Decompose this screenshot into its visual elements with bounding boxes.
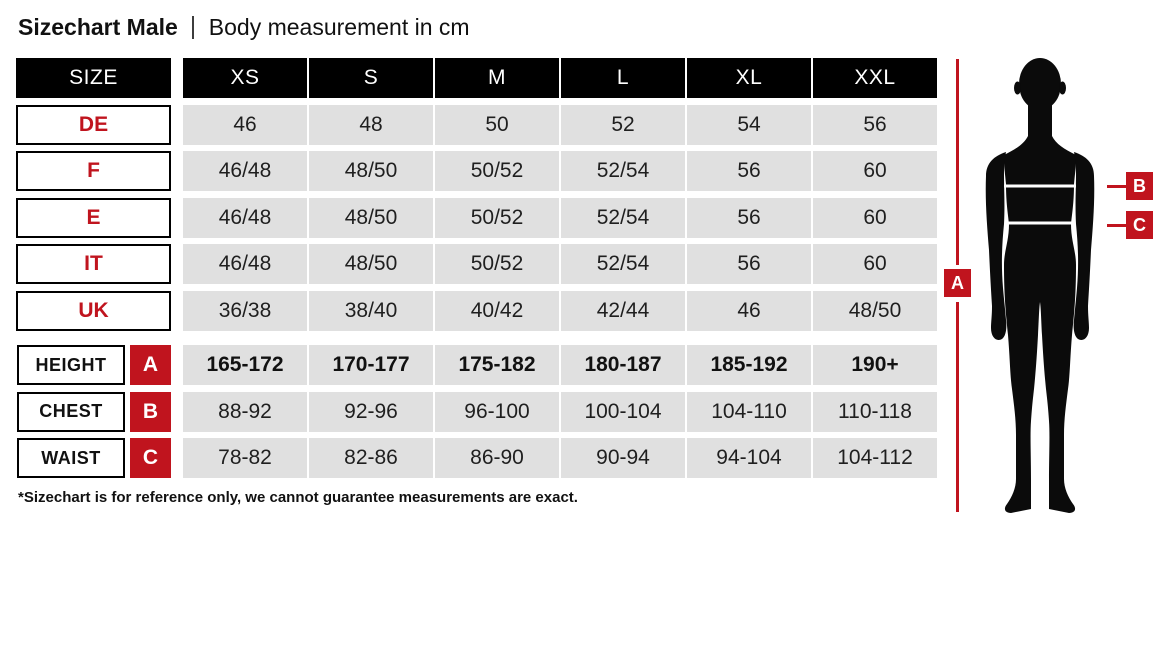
cell-de-xs: 46: [183, 104, 307, 145]
cell-uk-xxl: 48/50: [813, 290, 937, 331]
cell-uk-s: 38/40: [309, 290, 433, 331]
cell-e-l: 52/54: [561, 197, 685, 238]
column-header-l: L: [561, 58, 685, 98]
cell-de-l: 52: [561, 104, 685, 145]
cell-uk-xs: 36/38: [183, 290, 307, 331]
row-label-de: DE: [16, 104, 171, 145]
column-header-xxl: XXL: [813, 58, 937, 98]
cell-waist-l: 90-94: [561, 438, 685, 478]
cell-f-l: 52/54: [561, 151, 685, 191]
cell-uk-xl: 46: [687, 290, 811, 331]
column-header-s: S: [309, 58, 433, 98]
cell-waist-xxl: 104-112: [813, 438, 937, 478]
cell-chest-xs: 88-92: [183, 391, 307, 432]
column-header-xs: XS: [183, 58, 307, 98]
row-label-e: E: [16, 197, 171, 238]
cell-height-xs: 165-172: [183, 345, 307, 385]
cell-f-s: 48/50: [309, 151, 433, 191]
cell-waist-s: 82-86: [309, 438, 433, 478]
cell-chest-s: 92-96: [309, 391, 433, 432]
cell-f-xl: 56: [687, 151, 811, 191]
cell-e-m: 50/52: [435, 197, 559, 238]
row-label-uk: UK: [16, 290, 171, 331]
cell-e-s: 48/50: [309, 197, 433, 238]
cell-chest-xxl: 110-118: [813, 391, 937, 432]
male-silhouette-icon: [985, 58, 1095, 513]
cell-f-m: 50/52: [435, 151, 559, 191]
waist-tick-line: [1107, 224, 1126, 227]
cell-e-xl: 56: [687, 197, 811, 238]
cell-height-xxl: 190+: [813, 345, 937, 385]
cell-chest-m: 96-100: [435, 391, 559, 432]
cell-de-m: 50: [435, 104, 559, 145]
cell-de-xxl: 56: [813, 104, 937, 145]
measurement-label-height: HEIGHT A: [16, 345, 181, 385]
cell-de-s: 48: [309, 104, 433, 145]
cell-height-l: 180-187: [561, 345, 685, 385]
cell-de-xl: 54: [687, 104, 811, 145]
measurement-label-waist: WAIST C: [16, 438, 181, 478]
cell-it-xl: 56: [687, 244, 811, 284]
chest-marker-badge: B: [130, 391, 171, 432]
figure-right-arm: [1073, 152, 1095, 340]
cell-f-xs: 46/48: [183, 151, 307, 191]
cell-it-xxl: 60: [813, 244, 937, 284]
cell-height-s: 170-177: [309, 345, 433, 385]
cell-uk-l: 42/44: [561, 290, 685, 331]
cell-uk-m: 40/42: [435, 290, 559, 331]
measurement-label-chest: CHEST B: [16, 391, 181, 432]
chest-tick-line: [1107, 185, 1126, 188]
height-measure-line-bottom: [956, 302, 959, 512]
title-subtitle: Body measurement in cm: [208, 13, 470, 40]
height-measure-line-top: [956, 59, 959, 265]
cell-waist-m: 86-90: [435, 438, 559, 478]
figure-marker-a: A: [944, 269, 971, 297]
title-separator: [191, 15, 194, 39]
cell-e-xs: 46/48: [183, 197, 307, 238]
cell-it-s: 48/50: [309, 244, 433, 284]
waist-measure-line: [1006, 221, 1074, 225]
cell-chest-l: 100-104: [561, 391, 685, 432]
body-measurement-figure: A B C: [940, 55, 1169, 515]
figure-marker-b: B: [1126, 172, 1153, 200]
footnote-text: *Sizechart is for reference only, we can…: [18, 489, 578, 506]
page-title: Sizechart Male Body measurement in cm: [18, 13, 470, 41]
measurement-table: HEIGHT A 165-172 170-177 175-182 180-187…: [16, 345, 937, 478]
row-label-it: IT: [16, 244, 171, 284]
cell-height-m: 175-182: [435, 345, 559, 385]
column-header-m: M: [435, 58, 559, 98]
chest-label: CHEST: [17, 391, 125, 432]
title-main: Sizechart Male: [18, 13, 178, 40]
cell-chest-xl: 104-110: [687, 391, 811, 432]
cell-it-l: 52/54: [561, 244, 685, 284]
figure-marker-c: C: [1126, 211, 1153, 239]
height-marker-badge: A: [130, 345, 171, 385]
cell-waist-xl: 94-104: [687, 438, 811, 478]
cell-f-xxl: 60: [813, 151, 937, 191]
column-header-xl: XL: [687, 58, 811, 98]
cell-e-xxl: 60: [813, 197, 937, 238]
figure-left-arm: [985, 152, 1007, 340]
cell-it-m: 50/52: [435, 244, 559, 284]
chest-measure-line: [1004, 184, 1076, 188]
height-label: HEIGHT: [17, 345, 125, 385]
row-label-f: F: [16, 151, 171, 191]
waist-label: WAIST: [17, 438, 125, 478]
cell-it-xs: 46/48: [183, 244, 307, 284]
size-header-cell: SIZE: [16, 58, 171, 98]
waist-marker-badge: C: [130, 438, 171, 478]
cell-height-xl: 185-192: [687, 345, 811, 385]
size-table: SIZE XS S M L XL XXL DE 46 48 50 52 54 5…: [16, 58, 937, 331]
cell-waist-xs: 78-82: [183, 438, 307, 478]
